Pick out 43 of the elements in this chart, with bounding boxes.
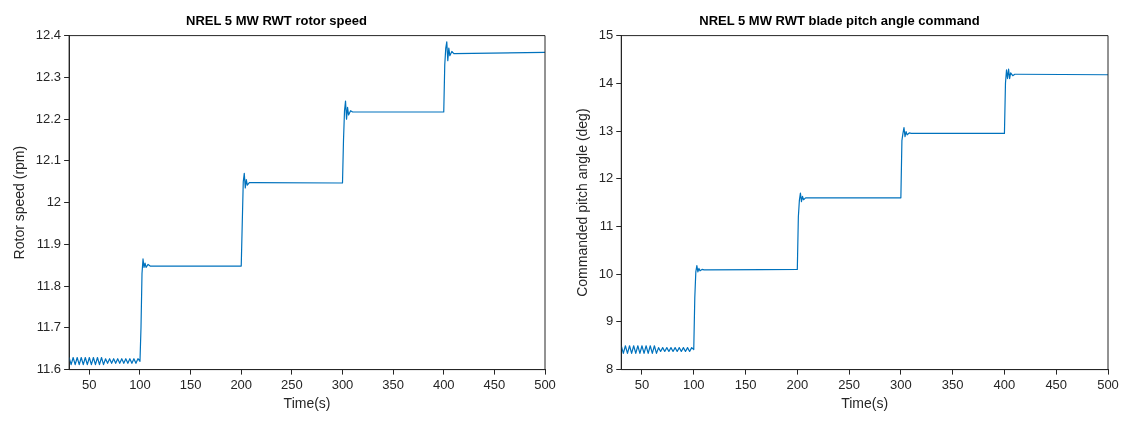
- x-tick-label: 200: [786, 376, 809, 392]
- x-tick-label: 300: [890, 376, 912, 392]
- x-tick-label: 450: [483, 376, 506, 392]
- x-tick-label: 250: [281, 376, 303, 392]
- x-tick-label: 150: [179, 376, 202, 392]
- y-tick-label: 12.2: [35, 110, 62, 126]
- x-tick-label: 500: [534, 376, 556, 392]
- x-tick-label: 350: [382, 376, 404, 392]
- y-tick-label: 14: [598, 74, 614, 90]
- y-tick-label: 12: [46, 194, 62, 210]
- x-tick-label: 450: [1045, 376, 1068, 392]
- chart-title: NREL 5 MW RWT rotor speed: [186, 13, 367, 29]
- y-tick-label: 11.7: [36, 319, 62, 335]
- y-tick-label: 13: [598, 122, 614, 138]
- x-tick-label: 250: [838, 376, 860, 392]
- y-tick-label: 12.4: [35, 27, 62, 43]
- x-tick-label: 400: [432, 376, 455, 392]
- y-tick-label: 12: [598, 170, 614, 186]
- y-tick-label: 9: [606, 313, 614, 329]
- y-tick-label: 11.9: [36, 235, 62, 251]
- y-tick-label: 11: [599, 218, 614, 234]
- y-tick-label: 12.1: [35, 152, 62, 168]
- x-tick-label: 50: [634, 376, 650, 392]
- x-tick-label: 100: [129, 376, 151, 392]
- x-tick-label: 50: [82, 376, 97, 392]
- x-axis-title: Time(s): [283, 395, 331, 412]
- y-tick-label: 11.6: [36, 361, 62, 377]
- y-tick-label: 10: [598, 265, 614, 281]
- y-tick-label: 12.3: [35, 68, 62, 84]
- y-tick-label: 15: [598, 27, 614, 43]
- x-tick-label: 100: [682, 376, 705, 392]
- x-tick-label: 200: [230, 376, 253, 392]
- y-axis-title: Commanded pitch angle (deg): [574, 108, 591, 297]
- x-axis-title: Time(s): [841, 395, 889, 412]
- y-tick-label: 8: [606, 361, 614, 377]
- x-tick-label: 400: [993, 376, 1016, 392]
- y-tick-label: 11.8: [36, 277, 62, 293]
- x-tick-label: 150: [734, 376, 757, 392]
- x-tick-label: 500: [1097, 376, 1119, 392]
- chart-title: NREL 5 MW RWT blade pitch angle command: [699, 13, 980, 29]
- x-tick-label: 350: [941, 376, 964, 392]
- x-tick-label: 300: [331, 376, 354, 392]
- y-axis-title: Rotor speed (rpm): [11, 145, 28, 260]
